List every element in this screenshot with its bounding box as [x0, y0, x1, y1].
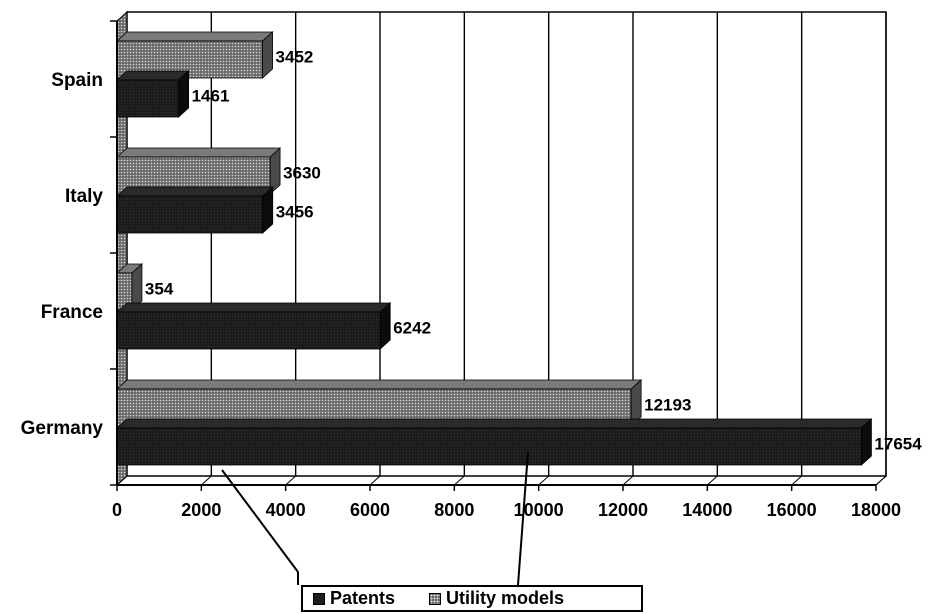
floor-gridline: [200, 475, 212, 486]
bar-front-face: [116, 311, 381, 350]
bar-top-face: [115, 379, 643, 390]
floor-gridline: [622, 475, 634, 486]
legend: Patents Utility models: [301, 585, 643, 612]
data-label-utility-models-spain: 3452: [276, 48, 314, 67]
bar-top-face: [115, 147, 282, 158]
data-label-patents-italy: 3456: [276, 203, 314, 222]
floor-right-edge: [875, 475, 887, 486]
bar-side-face: [269, 147, 281, 195]
bar-front-face: [116, 427, 862, 466]
bar-side-face: [379, 302, 391, 350]
floor-gridline: [453, 475, 465, 486]
bar-chart: 0 2000 4000 6000 8000 10000 12000 14000 16000 180…: [21, 10, 923, 585]
bar-top-face: [115, 186, 274, 197]
data-label-patents-france: 6242: [393, 319, 431, 338]
legend-swatch-utility-models: [429, 592, 442, 605]
data-label-patents-spain: 1461: [192, 87, 230, 106]
data-label-utility-models-france: 354: [145, 280, 174, 299]
x-tick-label: 6000: [350, 500, 390, 520]
bar-patents-germany: [115, 418, 873, 466]
bar-side-face: [262, 186, 274, 234]
data-label-patents-germany: 17654: [874, 435, 922, 454]
legend-label-utility-models: Utility models: [446, 588, 565, 608]
legend-pointer-utility-models: [517, 451, 529, 585]
bar-front-face: [116, 79, 180, 118]
data-label-utility-models-germany: 12193: [644, 396, 691, 415]
x-tick-label: 10000: [514, 500, 564, 520]
x-tick-label: 12000: [598, 500, 648, 520]
legend-item-utility-models: Utility models: [429, 588, 564, 609]
bar-top-face: [115, 70, 190, 81]
data-label-utility-models-italy: 3630: [283, 164, 321, 183]
bar-utility-models-france: [115, 263, 143, 311]
floor-gridline: [791, 475, 803, 486]
legend-item-patents: Patents: [313, 588, 395, 609]
category-label-italy: Italy: [65, 186, 103, 207]
legend-pointer-patents: [221, 469, 299, 573]
labels: 0 2000 4000 6000 8000 10000 12000 14000 16000 180…: [21, 48, 923, 521]
x-tick-label: 8000: [434, 500, 474, 520]
bar-side-face: [630, 379, 642, 427]
legend-label-patents: Patents: [330, 588, 396, 608]
legend-swatch-patents: [313, 592, 325, 605]
floor-gridline: [369, 475, 381, 486]
x-tick-label: 18000: [851, 500, 901, 520]
bar-patents-spain: [115, 70, 190, 118]
bar-side-face: [131, 263, 143, 311]
bar-side-face: [861, 418, 872, 466]
x-tick-label: 2000: [181, 500, 221, 520]
x-tick-label: 0: [112, 500, 122, 520]
bar-top-face: [115, 418, 873, 429]
floor-gridline: [706, 475, 718, 486]
category-label-germany: Germany: [21, 418, 104, 439]
floor-gridline: [538, 475, 550, 486]
bar-top-face: [115, 302, 392, 313]
legend-pointers: [221, 451, 529, 585]
bar-patents-france: [115, 302, 392, 350]
x-tick-label: 16000: [767, 500, 817, 520]
bar-side-face: [262, 31, 273, 79]
bar-front-face: [116, 195, 264, 234]
bars: [115, 31, 873, 466]
bar-side-face: [178, 70, 190, 118]
category-label-spain: Spain: [51, 70, 103, 91]
floor-gridline: [285, 475, 297, 486]
category-label-france: France: [41, 302, 103, 323]
axes: [110, 20, 887, 491]
bar-patents-italy: [115, 186, 274, 234]
x-tick-label: 4000: [266, 500, 306, 520]
floor-gridline: [116, 475, 128, 486]
bar-top-face: [115, 31, 274, 42]
x-tick-label: 14000: [682, 500, 732, 520]
